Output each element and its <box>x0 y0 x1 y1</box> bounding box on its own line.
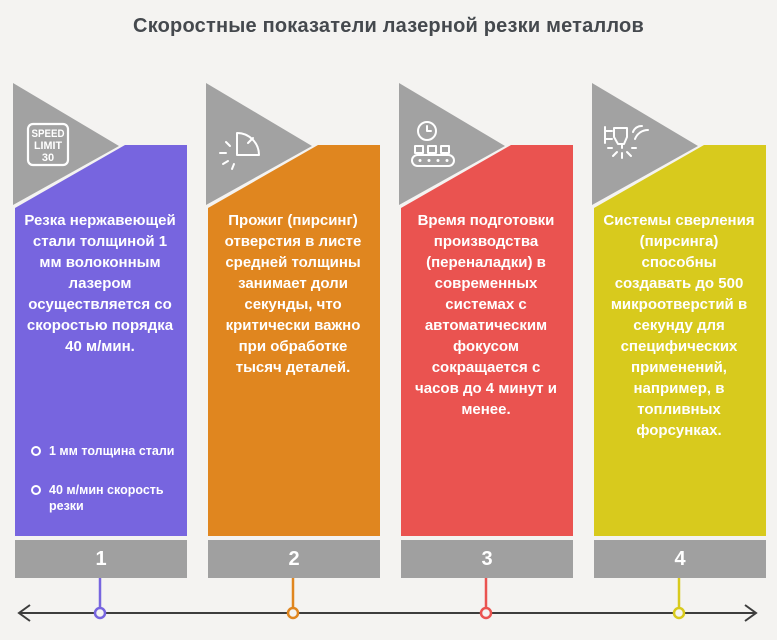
info-card: Время подготовки производства (переналад… <box>399 83 573 578</box>
svg-text:30: 30 <box>42 152 54 164</box>
card-header-triangle <box>13 83 119 205</box>
card-background <box>13 83 187 578</box>
card-number: 1 <box>95 548 107 570</box>
bullet-ring-icon <box>31 485 41 495</box>
card-footer-band <box>208 540 380 578</box>
card-footer-band <box>594 540 766 578</box>
card-body-shape <box>208 145 380 536</box>
card-number: 4 <box>674 548 686 570</box>
timeline-marker <box>672 606 686 620</box>
card-description: Прожиг (пирсинг) отверстия в листе средн… <box>224 212 362 376</box>
card-body-shape <box>594 145 766 536</box>
card-number: 2 <box>288 548 300 570</box>
timeline <box>17 578 758 622</box>
timeline-marker <box>479 606 493 620</box>
card-header-triangle <box>206 83 312 205</box>
conveyor-clock-icon <box>410 119 458 171</box>
timeline-marker <box>286 606 300 620</box>
card-background <box>399 83 573 578</box>
info-card: SPEED LIMIT 30 Резка нержавеющей стали тол… <box>13 83 187 578</box>
bullet-ring-icon <box>31 446 41 456</box>
speed-limit-30-sign-icon: SPEED LIMIT 30 <box>24 119 72 171</box>
card-number: 3 <box>481 548 493 570</box>
bullet-text: 40 м/мин скорость резки <box>49 483 164 513</box>
card-bullet-list: 1 мм толщина стали 40 м/мин скорость резк… <box>29 443 181 537</box>
cards-row: SPEED LIMIT 30 Резка нержавеющей стали тол… <box>13 83 766 578</box>
svg-text:LIMIT: LIMIT <box>34 140 62 152</box>
svg-text:SPEED: SPEED <box>32 128 65 140</box>
card-description: Время подготовки производства (переналад… <box>415 212 557 418</box>
timeline-left-arrow-icon <box>17 604 31 622</box>
card-footer-band <box>15 540 187 578</box>
bullet-item: 1 мм толщина стали <box>29 443 181 459</box>
bullet-text: 1 мм толщина стали <box>49 444 175 458</box>
card-header-triangle <box>592 83 698 205</box>
card-header-triangle <box>399 83 505 205</box>
bullet-item: 40 м/мин скорость резки <box>29 482 181 514</box>
card-body-shape <box>401 145 573 536</box>
info-card: Системы сверления (пирсинга) способны со… <box>592 83 766 578</box>
card-description: Системы сверления (пирсинга) способны со… <box>603 212 755 439</box>
timeline-right-arrow-icon <box>744 604 758 622</box>
pie-timer-icon <box>217 119 265 171</box>
page-title: Скоростные показатели лазерной резки мет… <box>133 15 644 37</box>
laser-drilling-head-icon <box>603 119 651 171</box>
timeline-marker <box>93 606 107 620</box>
card-background <box>592 83 766 578</box>
card-footer-band <box>401 540 573 578</box>
card-background <box>206 83 380 578</box>
card-body-shape <box>15 145 187 536</box>
card-description: Резка нержавеющей стали толщиной 1 мм во… <box>24 212 176 355</box>
info-card: Прожиг (пирсинг) отверстия в листе средн… <box>206 83 380 578</box>
